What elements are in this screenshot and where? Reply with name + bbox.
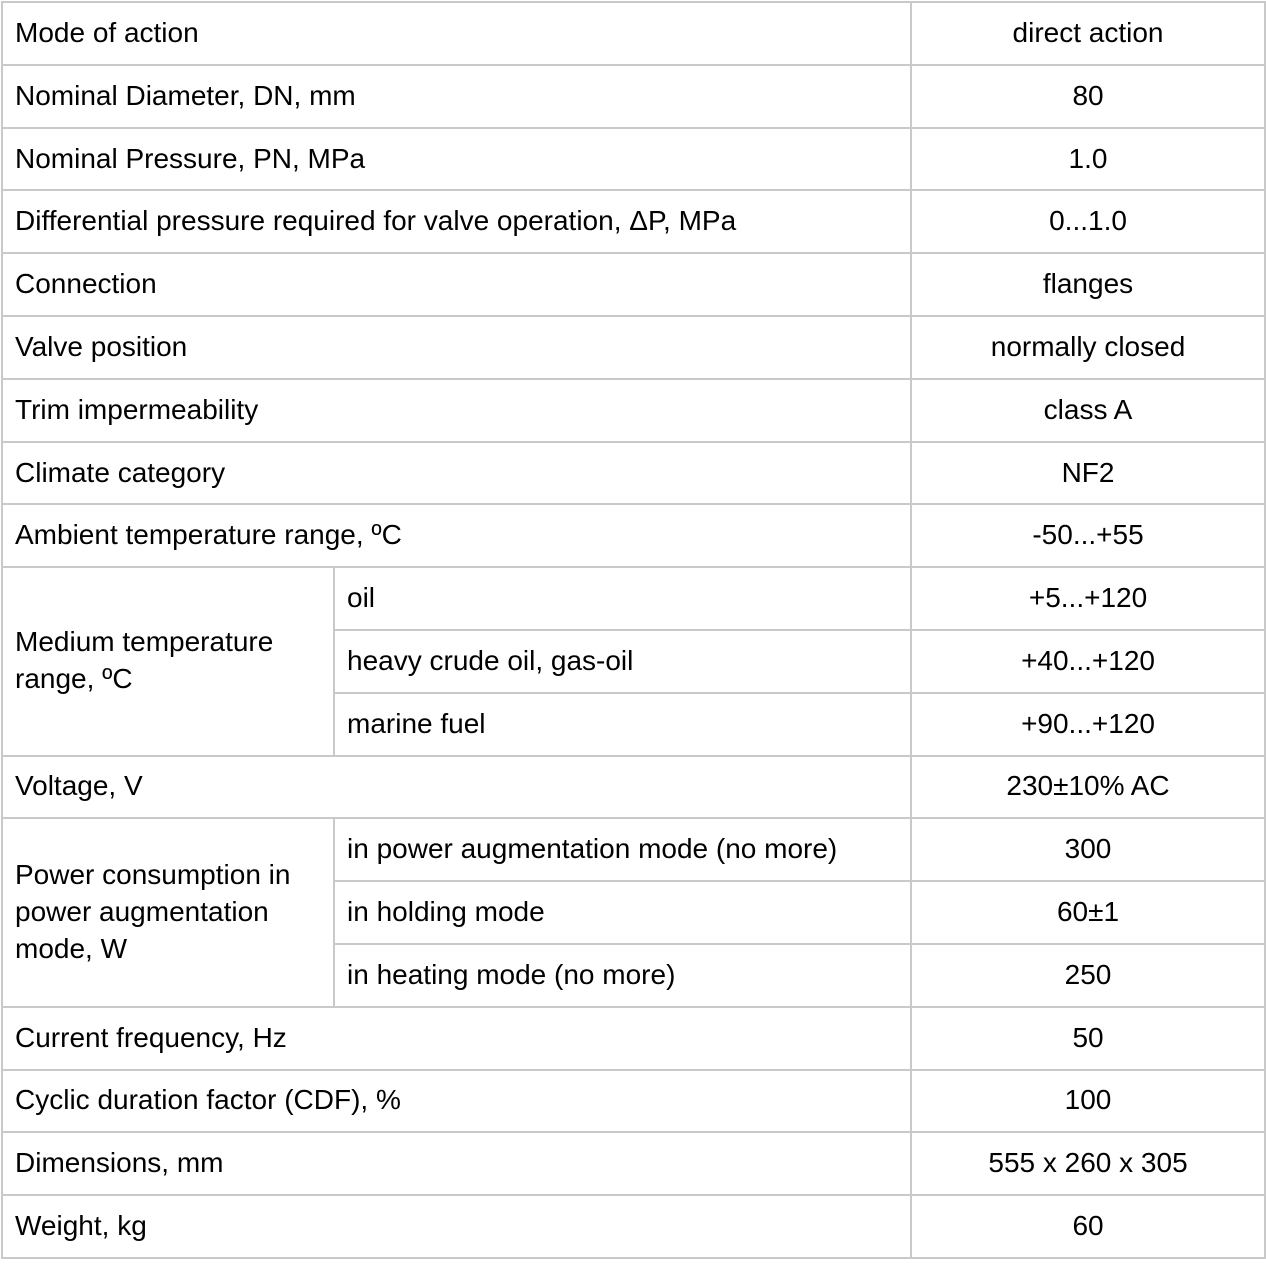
spec-value: 80	[910, 63, 1266, 129]
spec-label: Nominal Diameter, DN, mm	[0, 63, 913, 129]
table-row: marine fuel +90...+120	[2, 691, 1266, 757]
spec-sublabel: heavy crude oil, gas-oil	[332, 628, 913, 694]
spec-value: +40...+120	[910, 628, 1266, 694]
spec-value: +90...+120	[910, 691, 1266, 757]
table-row: Nominal Pressure, PN, MPa 1.0	[0, 126, 1266, 192]
table-row: Climate category NF2	[0, 440, 1266, 506]
table-row: Power consumption in power augmentation …	[1, 817, 1266, 1008]
spec-label: Current frequency, Hz	[0, 1005, 913, 1071]
table-row: Differential pressure required for valve…	[0, 189, 1266, 255]
spec-label: Climate category	[0, 440, 913, 506]
table-row: Mode of action direct action	[0, 1, 1266, 66]
spec-value: direct action	[910, 1, 1266, 66]
spec-value: class A	[910, 377, 1266, 443]
spec-value: flanges	[910, 252, 1266, 317]
spec-label: Weight, kg	[0, 1194, 913, 1259]
spec-value: 0...1.0	[910, 189, 1266, 255]
table-row: Current frequency, Hz 50	[0, 1005, 1266, 1071]
spec-value: 1.0	[910, 126, 1266, 192]
spec-group-label: Medium temperature range, ºC	[1, 566, 335, 757]
spec-sublabel: in power augmentation mode (no more)	[332, 817, 913, 883]
spec-value: NF2	[910, 440, 1266, 506]
table-row: Trim impermeability class A	[0, 377, 1266, 443]
spec-value: 250	[910, 942, 1266, 1008]
spec-sublabel: in holding mode	[332, 880, 913, 945]
spec-label: Trim impermeability	[0, 377, 913, 443]
spec-label: Nominal Pressure, PN, MPa	[0, 126, 913, 192]
table-row: Valve position normally closed	[0, 314, 1266, 380]
spec-sublabel: in heating mode (no more)	[332, 942, 913, 1008]
table-row: in heating mode (no more) 250	[2, 942, 1266, 1008]
spec-value: 100	[910, 1068, 1266, 1134]
spec-value: -50...+55	[910, 503, 1266, 569]
spec-value: normally closed	[910, 314, 1266, 380]
table-row: Nominal Diameter, DN, mm 80	[0, 63, 1266, 129]
spec-label: Connection	[0, 252, 913, 317]
table-row: Ambient temperature range, ºC -50...+55	[0, 503, 1266, 569]
spec-value: 230±10% AC	[910, 754, 1266, 820]
spec-value: +5...+120	[910, 566, 1266, 631]
table-row: Dimensions, mm 555 x 260 x 305	[0, 1131, 1266, 1197]
spec-value: 300	[910, 817, 1266, 883]
table-row: Medium temperature range, ºC oil +5...+1…	[1, 566, 1266, 757]
spec-label: Differential pressure required for valve…	[0, 189, 913, 255]
spec-value: 60±1	[910, 880, 1266, 945]
spec-group-label: Power consumption in power augmentation …	[1, 817, 335, 1008]
table-row: heavy crude oil, gas-oil +40...+120	[2, 628, 1266, 694]
spec-sublabel: oil	[332, 566, 913, 631]
spec-label: Dimensions, mm	[0, 1131, 913, 1197]
spec-sublabel: marine fuel	[332, 691, 913, 757]
spec-value: 555 x 260 x 305	[910, 1131, 1266, 1197]
spec-value: 50	[910, 1005, 1266, 1071]
table-row: Voltage, V 230±10% AC	[0, 754, 1266, 820]
table-row: Cyclic duration factor (CDF), % 100	[0, 1068, 1266, 1134]
table-row: in holding mode 60±1	[2, 880, 1266, 945]
table-row: Weight, kg 60	[0, 1194, 1266, 1259]
spec-label: Voltage, V	[0, 754, 913, 820]
spec-label: Cyclic duration factor (CDF), %	[0, 1068, 913, 1134]
table-row: Connection flanges	[0, 252, 1266, 317]
spec-label: Ambient temperature range, ºC	[0, 503, 913, 569]
spec-label: Mode of action	[0, 1, 913, 66]
spec-label: Valve position	[0, 314, 913, 380]
spec-value: 60	[910, 1194, 1266, 1259]
